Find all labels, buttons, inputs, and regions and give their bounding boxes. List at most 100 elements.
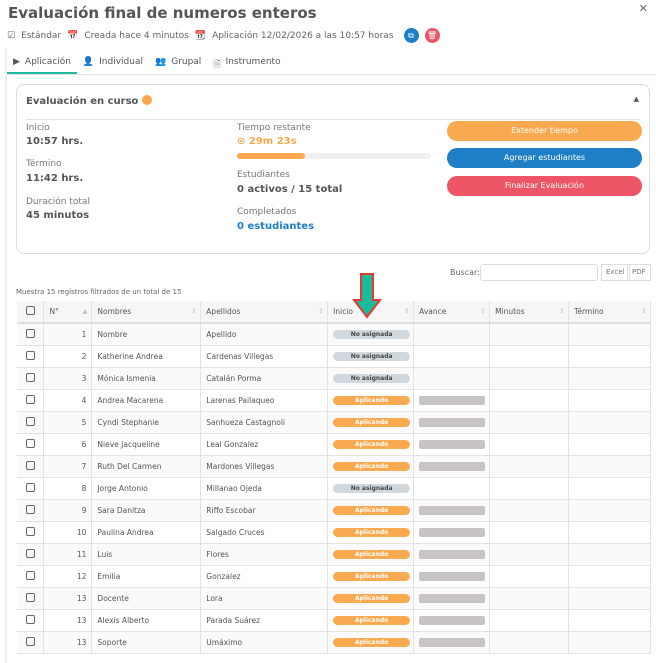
row-checkbox[interactable] bbox=[26, 614, 35, 624]
duracion-label: Duración total bbox=[26, 197, 90, 207]
header-apellidos[interactable]: Apellidos ⇕ bbox=[200, 301, 329, 324]
row-select[interactable] bbox=[17, 367, 45, 390]
card-title: Evaluación en curso bbox=[26, 95, 153, 107]
cell-minutos bbox=[489, 433, 570, 456]
table-row[interactable]: 13 Docente Lora Aplicando bbox=[17, 587, 651, 610]
finish-evaluation-button[interactable]: Finalizar Evaluación bbox=[447, 176, 642, 196]
cell-avance bbox=[413, 499, 491, 522]
table-row[interactable]: 3 Mónica Ismenia Catalán Porma No asigna… bbox=[17, 367, 651, 390]
table-row[interactable]: 2 Katherine Andrea Cardenas Villegas No … bbox=[17, 345, 651, 368]
tabs: ▶ Aplicación 👤 Individual 👥 Grupal 🗎 Instrum… bbox=[7, 50, 656, 75]
cell-n: 13 bbox=[43, 609, 93, 632]
table-row[interactable]: 13 Soporte Umáximo Aplicando bbox=[17, 631, 651, 654]
row-select[interactable] bbox=[17, 345, 45, 368]
tab-instrumento[interactable]: 🗎 Instrumento bbox=[207, 50, 286, 74]
add-students-button[interactable]: Agregar estudiantes bbox=[447, 148, 642, 168]
cell-termino bbox=[568, 345, 651, 368]
row-checkbox[interactable] bbox=[26, 526, 35, 536]
row-select[interactable] bbox=[17, 565, 45, 588]
cell-inicio: Aplicando bbox=[327, 411, 415, 434]
row-checkbox[interactable] bbox=[26, 504, 35, 514]
header-n[interactable]: N° ▲ bbox=[43, 301, 93, 324]
table-row[interactable]: 7 Ruth Del Carmen Mardones Villegas Apli… bbox=[17, 455, 651, 478]
row-select[interactable] bbox=[17, 543, 45, 566]
status-badge: No asignada bbox=[333, 374, 411, 383]
cell-nombre: Mónica Ismenia bbox=[91, 367, 202, 390]
header-avance[interactable]: Avance ⇕ bbox=[413, 301, 491, 324]
table-row[interactable]: 1 Nombre Apellido No asignada bbox=[17, 323, 651, 346]
row-select[interactable] bbox=[17, 455, 45, 478]
row-select[interactable] bbox=[17, 631, 45, 654]
user-icon: 👤 bbox=[82, 57, 95, 67]
row-checkbox[interactable] bbox=[26, 416, 35, 426]
status-badge: No asignada bbox=[333, 484, 411, 493]
pdf-button[interactable]: PDF bbox=[627, 264, 651, 281]
row-checkbox[interactable] bbox=[26, 372, 35, 382]
row-select[interactable] bbox=[17, 521, 45, 544]
table-row[interactable]: 4 Andrea Macarena Larenas Pailaqueo Apli… bbox=[17, 389, 651, 412]
extend-time-button[interactable]: Extender tiempo bbox=[447, 121, 642, 141]
cell-inicio: No asignada bbox=[327, 323, 415, 346]
progress-bar bbox=[419, 527, 486, 537]
header-minutos[interactable]: Minutos ⇕ bbox=[489, 301, 570, 324]
row-checkbox[interactable] bbox=[26, 548, 35, 558]
status-badge: Aplicando bbox=[333, 396, 411, 405]
row-select[interactable] bbox=[17, 499, 45, 522]
row-select[interactable] bbox=[17, 389, 45, 412]
row-select[interactable] bbox=[17, 587, 45, 610]
row-checkbox[interactable] bbox=[26, 460, 35, 470]
tab-individual[interactable]: 👤 Individual bbox=[77, 50, 149, 74]
header-nombres[interactable]: Nombres ⇕ bbox=[91, 301, 202, 324]
table-row[interactable]: 13 Alexis Alberto Parada Suárez Aplicand… bbox=[17, 609, 651, 632]
table-row[interactable]: 12 Emilia Gonzalez Aplicando bbox=[17, 565, 651, 588]
cell-inicio: Aplicando bbox=[327, 631, 415, 654]
tiempo-value: 29m 23s bbox=[248, 136, 297, 147]
row-select[interactable] bbox=[17, 411, 45, 434]
row-checkbox[interactable] bbox=[26, 394, 35, 404]
select-all-header[interactable] bbox=[17, 301, 45, 324]
row-select[interactable] bbox=[17, 477, 45, 500]
table-row[interactable]: 9 Sara Danitza Riffo Escobar Aplicando bbox=[17, 499, 651, 522]
sort-icon: ▲ bbox=[82, 308, 88, 315]
row-select[interactable] bbox=[17, 609, 45, 632]
search-input[interactable] bbox=[480, 264, 598, 281]
cell-nombre: Cyndi Stephanie bbox=[91, 411, 202, 434]
collapse-icon[interactable]: ▲ bbox=[633, 95, 639, 103]
row-select[interactable] bbox=[17, 433, 45, 456]
divider bbox=[5, 48, 7, 663]
cell-n: 13 bbox=[43, 631, 93, 654]
row-checkbox[interactable] bbox=[26, 636, 35, 646]
excel-button[interactable]: Excel bbox=[601, 264, 630, 281]
close-icon[interactable]: ✕ bbox=[638, 2, 648, 15]
cell-n: 3 bbox=[43, 367, 93, 390]
cell-minutos bbox=[489, 367, 570, 390]
header-termino[interactable]: Término ⇕ bbox=[568, 301, 651, 324]
cell-nombre: Katherine Andrea bbox=[91, 345, 202, 368]
table-row[interactable]: 6 Nieve Jacqueline Leal Gonzalez Aplican… bbox=[17, 433, 651, 456]
tab-aplicacion[interactable]: ▶ Aplicación bbox=[7, 50, 77, 74]
delete-button[interactable]: 🗑 bbox=[424, 28, 440, 43]
row-select[interactable] bbox=[17, 323, 45, 346]
select-all-checkbox[interactable] bbox=[26, 306, 35, 315]
table-row[interactable]: 10 Paulina Andrea Salgado Cruces Aplican… bbox=[17, 521, 651, 544]
estudiantes-label: Estudiantes bbox=[237, 170, 290, 180]
status-badge: Aplicando bbox=[333, 616, 411, 625]
cell-inicio: Aplicando bbox=[327, 455, 415, 478]
table-row[interactable]: 8 Jorge Antonio Millanao Ojeda No asigna… bbox=[17, 477, 651, 500]
row-checkbox[interactable] bbox=[26, 350, 35, 360]
row-checkbox[interactable] bbox=[26, 482, 35, 492]
table-row[interactable]: 11 Luis Flores Aplicando bbox=[17, 543, 651, 566]
cell-avance bbox=[413, 543, 491, 566]
row-checkbox[interactable] bbox=[26, 570, 35, 580]
tab-grupal[interactable]: 👥 Grupal bbox=[149, 50, 207, 74]
cell-avance bbox=[413, 521, 491, 544]
row-checkbox[interactable] bbox=[26, 328, 35, 338]
cell-nombre: Emilia bbox=[91, 565, 202, 588]
row-checkbox[interactable] bbox=[26, 592, 35, 602]
sort-icon: ⇕ bbox=[640, 308, 646, 315]
row-checkbox[interactable] bbox=[26, 438, 35, 448]
copy-button[interactable]: ⧉ bbox=[403, 28, 419, 43]
cell-nombre: Luis bbox=[91, 543, 202, 566]
table-row[interactable]: 5 Cyndi Stephanie Sanhueza Castagnoli Ap… bbox=[17, 411, 651, 434]
cell-n: 12 bbox=[43, 565, 93, 588]
